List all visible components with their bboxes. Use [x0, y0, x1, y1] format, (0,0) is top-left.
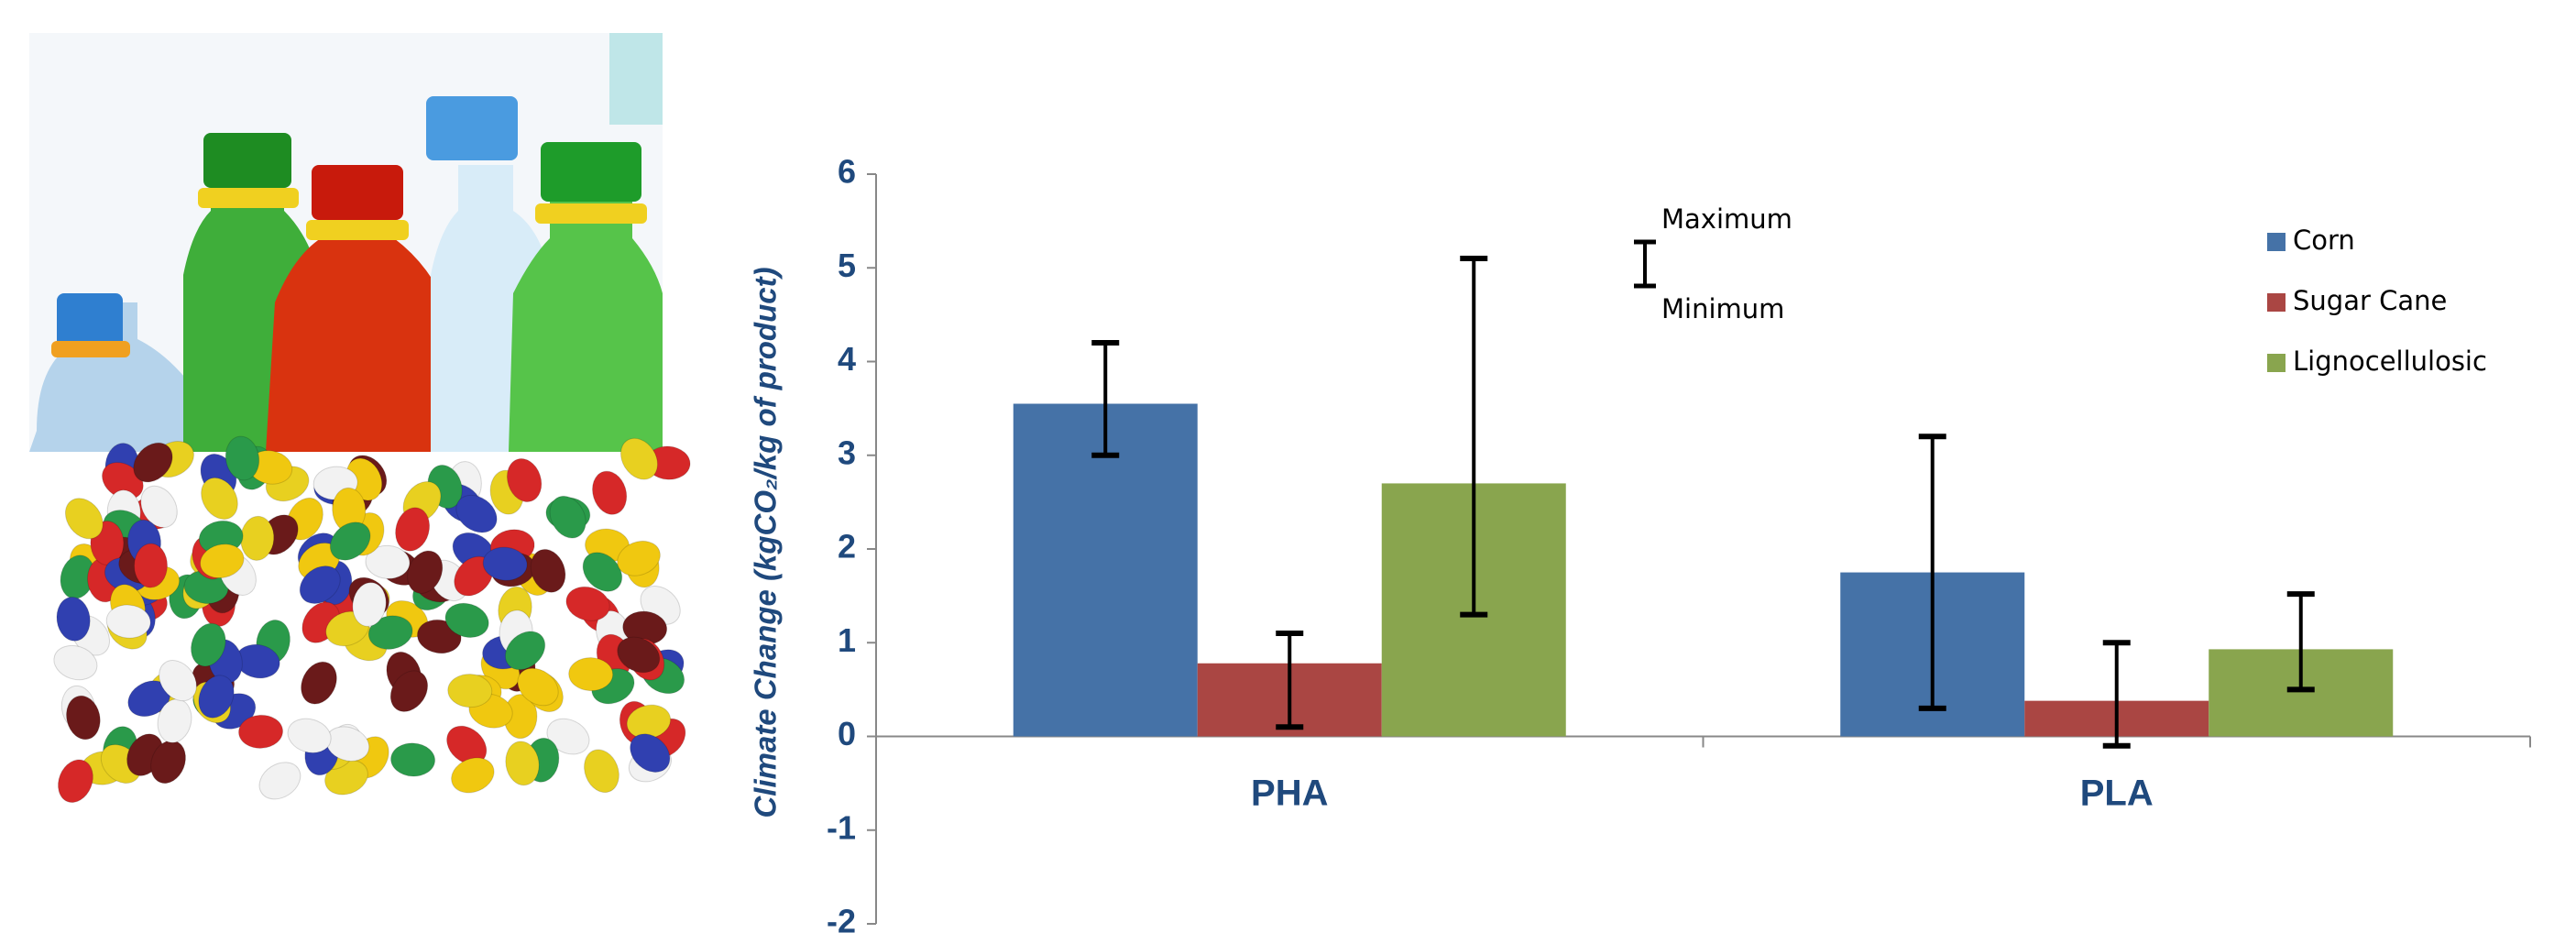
legend-swatch	[2267, 233, 2286, 251]
y-tick-label: 0	[838, 715, 856, 752]
legend-swatch	[2267, 293, 2286, 312]
legend-label: Sugar Cane	[2293, 285, 2447, 316]
y-tick-label: 4	[838, 340, 856, 378]
y-tick-label: -1	[827, 808, 856, 846]
pellet	[568, 657, 613, 691]
y-axis-title: Climate Change (kgCO₂/kg of product)	[749, 267, 783, 818]
legend-label: Corn	[2293, 225, 2355, 256]
pellet	[134, 543, 168, 588]
x-tick-label: PLA	[2080, 774, 2154, 814]
legend-label: Lignocellulosic	[2293, 346, 2487, 377]
y-tick-label: 5	[838, 247, 856, 284]
error-legend-min: Minimum	[1661, 293, 1784, 324]
photo-pellets	[29, 432, 693, 808]
error-legend-max: Maximum	[1661, 203, 1792, 235]
y-tick-label: 1	[838, 621, 856, 659]
y-tick-label: 6	[838, 153, 856, 191]
x-tick-label: PHA	[1251, 774, 1328, 814]
y-tick-label: 3	[838, 434, 856, 471]
chart: Climate Change (kgCO₂/kg of product) -2 -…	[0, 0, 2576, 933]
y-tick-label: -2	[827, 903, 856, 933]
y-tick-label: 2	[838, 528, 856, 565]
legend-swatch	[2267, 354, 2286, 372]
photo-bottles	[29, 33, 663, 452]
